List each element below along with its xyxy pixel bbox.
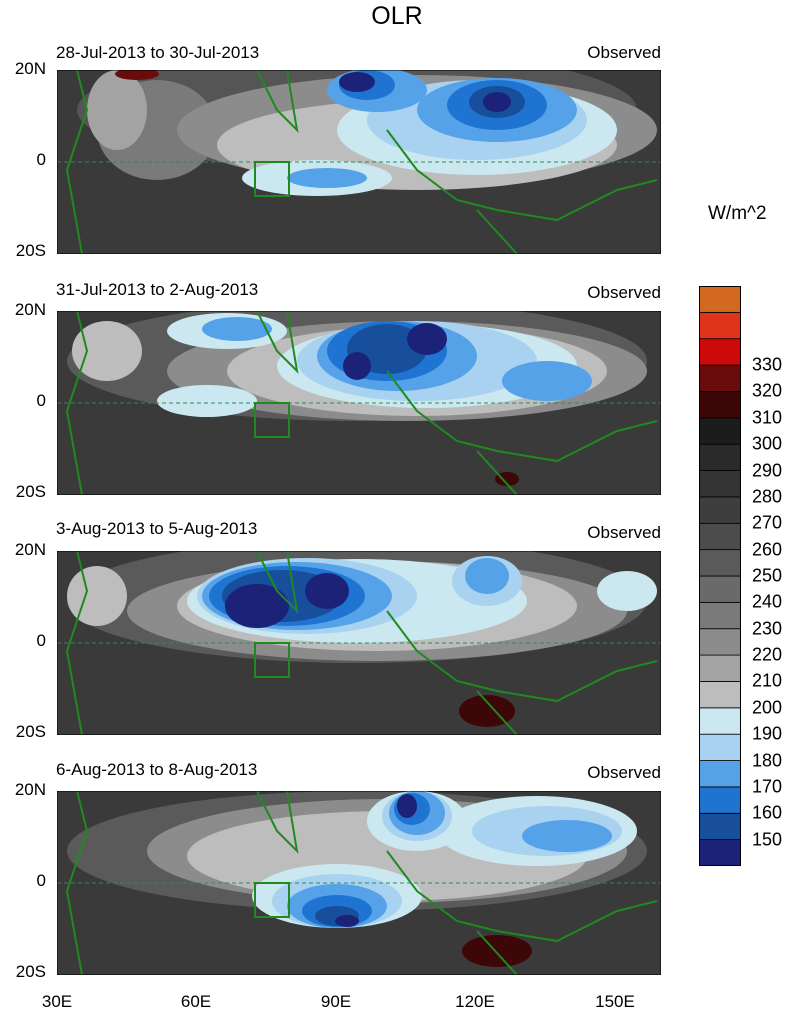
colorbar-swatch (699, 839, 741, 866)
map-panel-4: 6-Aug-2013 to 8-Aug-2013 Observed 20N 0 … (0, 721, 794, 981)
lat-label-eq: 0 (36, 631, 46, 650)
lat-label-20n: 20N (14, 780, 46, 799)
colorbar-tick-label: 260 (752, 539, 783, 560)
colorbar-tick-label: 180 (752, 750, 783, 771)
panel-date-range: 28-Jul-2013 to 30-Jul-2013 (56, 43, 260, 62)
olr-map-4 (57, 791, 661, 975)
colorbar-tick-label: 290 (752, 460, 783, 481)
colorbar-tick-label: 310 (752, 407, 783, 428)
lat-label-20s: 20S (15, 962, 46, 981)
colorbar-tick-label: 250 (752, 565, 783, 586)
lat-label-20n: 20N (14, 59, 46, 78)
olr-map-2 (57, 311, 661, 495)
colorbar-swatch (699, 681, 741, 709)
lat-label-eq: 0 (36, 391, 46, 410)
colorbar-swatch (699, 760, 741, 788)
lon-label-60e: 60E (180, 992, 212, 1011)
colorbar-swatch (699, 417, 741, 445)
colorbar-swatch (699, 733, 741, 761)
colorbar-swatch (699, 470, 741, 498)
colorbar-swatch (699, 496, 741, 524)
map-panel-2: 31-Jul-2013 to 2-Aug-2013 Observed 20N 0… (0, 241, 794, 501)
colorbar-tick-label: 320 (752, 380, 783, 401)
lat-label-eq: 0 (36, 871, 46, 890)
colorbar-tick-label: 190 (752, 723, 783, 744)
colorbar-frame (699, 286, 741, 866)
lat-label-20n: 20N (14, 540, 46, 559)
colorbar-swatch (699, 601, 741, 630)
panel-source-label: Observed (587, 43, 661, 62)
colorbar-tick-label: 220 (752, 644, 783, 665)
lat-label-20s: 20S (15, 482, 46, 501)
lon-label-90e: 90E (320, 992, 352, 1011)
lon-label-120e: 120E (455, 992, 495, 1011)
colorbar-tick-label: 160 (752, 802, 783, 823)
colorbar-swatch (699, 654, 741, 682)
lon-label-150e: 150E (595, 992, 635, 1011)
panel-source-label: Observed (587, 763, 661, 782)
colorbar-tick-label: 240 (752, 591, 783, 612)
lat-label-20n: 20N (14, 300, 46, 319)
colorbar-tick-label: 300 (752, 433, 783, 454)
panel-source-label: Observed (587, 283, 661, 302)
colorbar-swatch (699, 311, 741, 340)
colorbar-tick-label: 230 (752, 618, 783, 639)
colorbar-tick-label: 210 (752, 670, 783, 691)
units-label: W/m^2 (708, 203, 767, 224)
panel-date-range: 31-Jul-2013 to 2-Aug-2013 (56, 280, 259, 299)
colorbar-swatch (699, 391, 741, 419)
panel-date-range: 3-Aug-2013 to 5-Aug-2013 (56, 519, 258, 538)
colorbar-swatch (699, 628, 741, 656)
colorbar-swatch (699, 364, 741, 392)
colorbar-swatch (699, 338, 741, 366)
colorbar-tick-label: 200 (752, 697, 783, 718)
olr-map-1 (57, 70, 661, 254)
colorbar-tick-label: 170 (752, 776, 783, 797)
panel-source-label: Observed (587, 523, 661, 542)
lon-label-30e: 30E (41, 992, 73, 1011)
colorbar-tick-label: 280 (752, 486, 783, 507)
colorbar-tick-label: 270 (752, 512, 783, 533)
panel-date-range: 6-Aug-2013 to 8-Aug-2013 (56, 760, 258, 779)
colorbar-swatch (699, 522, 741, 551)
map-panel-3: 3-Aug-2013 to 5-Aug-2013 Observed 20N 0 … (0, 481, 794, 741)
olr-map-3 (57, 551, 661, 735)
colorbar-tick-label: 150 (752, 829, 783, 850)
colorbar-swatch (699, 812, 741, 841)
lat-label-eq: 0 (36, 150, 46, 169)
colorbar-swatch (699, 549, 741, 577)
map-panel-1: 28-Jul-2013 to 30-Jul-2013 Observed 20N … (0, 0, 794, 260)
page-title: OLR (371, 2, 423, 30)
colorbar-swatch (699, 575, 741, 603)
colorbar-swatch (699, 286, 741, 313)
colorbar-swatch (699, 786, 741, 814)
colorbar-tick-label: 330 (752, 354, 783, 375)
lat-label-20s: 20S (15, 722, 46, 741)
colorbar-swatch (699, 443, 741, 471)
colorbar (699, 286, 741, 866)
colorbar-swatch (699, 707, 741, 735)
lat-label-20s: 20S (15, 241, 46, 260)
